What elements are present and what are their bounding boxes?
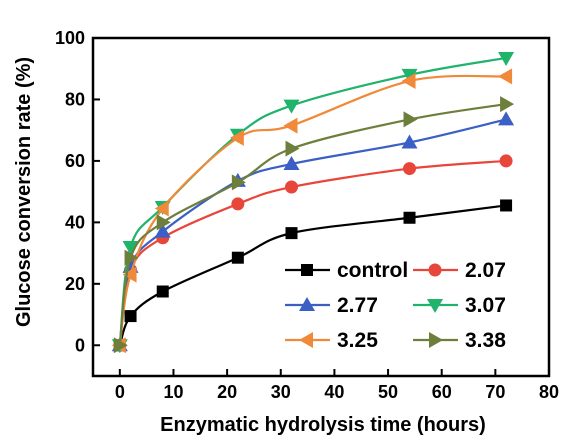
x-tick-label: 30 (271, 382, 291, 402)
legend-marker (299, 297, 315, 311)
data-point-3.25-54 (401, 73, 416, 90)
data-point-control-72 (500, 199, 513, 212)
axes: 0 10 20 30 40 50 60 70 80 0 20 40 60 80 100 (55, 28, 559, 402)
legend-marker (428, 263, 442, 277)
y-tick-label: 60 (65, 151, 85, 171)
series-3.25 (111, 68, 513, 354)
series-2.07 (113, 154, 513, 352)
data-point-control-32 (285, 227, 298, 240)
data-point-2.07-22 (231, 197, 245, 211)
x-tick-label: 20 (217, 382, 237, 402)
legend: control 2.07 2.77 3.07 3.25 3.38 (285, 259, 506, 352)
data-point-2.07-54 (403, 162, 417, 176)
x-tick-label: 80 (539, 382, 559, 402)
legend-marker (427, 299, 443, 313)
legend-label-3.38: 3.38 (465, 329, 506, 352)
data-point-3.38-22 (231, 174, 246, 191)
legend-item-2.77: 2.77 (285, 294, 378, 317)
legend-label-2.77: 2.77 (337, 294, 378, 317)
series-line-3.07 (118, 56, 507, 346)
data-point-2.77-54 (401, 134, 418, 149)
data-point-2.07-72 (499, 154, 513, 168)
x-tick-label: 40 (324, 382, 344, 402)
x-tick-label: 70 (485, 382, 505, 402)
plot-frame (91, 36, 551, 378)
x-tick-label: 50 (378, 382, 398, 402)
legend-item-3.07: 3.07 (413, 294, 506, 317)
data-point-2.77-8 (154, 223, 171, 238)
legend-marker (429, 332, 443, 348)
data-point-control-22 (231, 251, 244, 264)
y-axis-title: Glucose conversion rate (%) (13, 57, 35, 327)
y-tick-label: 0 (75, 335, 85, 355)
data-point-control-8 (156, 285, 169, 298)
legend-item-3.25: 3.25 (285, 329, 378, 352)
legend-label-control: control (337, 259, 408, 282)
legend-label-3.07: 3.07 (465, 294, 506, 317)
legend-label-2.07: 2.07 (465, 259, 506, 282)
data-point-3.25-22 (229, 129, 244, 146)
data-point-2.77-32 (283, 155, 300, 170)
y-tick-label: 100 (55, 28, 85, 48)
data-point-3.38-2 (124, 249, 139, 266)
data-point-3.38-0 (113, 337, 128, 354)
series-3.38 (113, 96, 515, 354)
data-point-3.07-2 (122, 240, 139, 255)
x-tick-label: 60 (432, 382, 452, 402)
plot-area (111, 51, 515, 354)
legend-marker (299, 332, 313, 348)
data-point-2.77-72 (498, 111, 515, 126)
legend-label-3.25: 3.25 (337, 329, 378, 352)
data-point-control-54 (403, 211, 416, 224)
data-point-3.25-32 (283, 117, 298, 134)
y-tick-label: 80 (65, 89, 85, 109)
data-point-3.25-8 (154, 200, 169, 217)
y-tick-label: 40 (65, 212, 85, 232)
data-point-3.38-8 (156, 214, 171, 231)
data-point-3.38-54 (403, 111, 418, 128)
x-tick-label: 0 (115, 382, 125, 402)
data-point-2.07-32 (284, 180, 298, 194)
series-line-2.07 (118, 159, 507, 346)
data-point-3.38-72 (500, 96, 515, 113)
series-line-2.77 (118, 118, 507, 346)
legend-item-2.07: 2.07 (413, 259, 506, 282)
data-point-3.07-72 (498, 51, 515, 66)
data-point-3.25-2 (122, 266, 137, 283)
data-point-3.25-72 (498, 68, 513, 85)
data-point-3.07-54 (401, 68, 418, 83)
x-tick-label: 10 (163, 382, 183, 402)
y-tick-label: 20 (65, 274, 85, 294)
x-axis-title: Enzymatic hydrolysis time (hours) (160, 414, 486, 436)
data-point-3.07-32 (283, 99, 300, 114)
data-point-control-2 (124, 310, 137, 323)
series-control (113, 199, 513, 352)
data-point-3.38-32 (285, 140, 300, 157)
legend-item-control: control (285, 259, 408, 282)
legend-item-3.38: 3.38 (413, 329, 506, 352)
legend-marker (301, 264, 313, 276)
